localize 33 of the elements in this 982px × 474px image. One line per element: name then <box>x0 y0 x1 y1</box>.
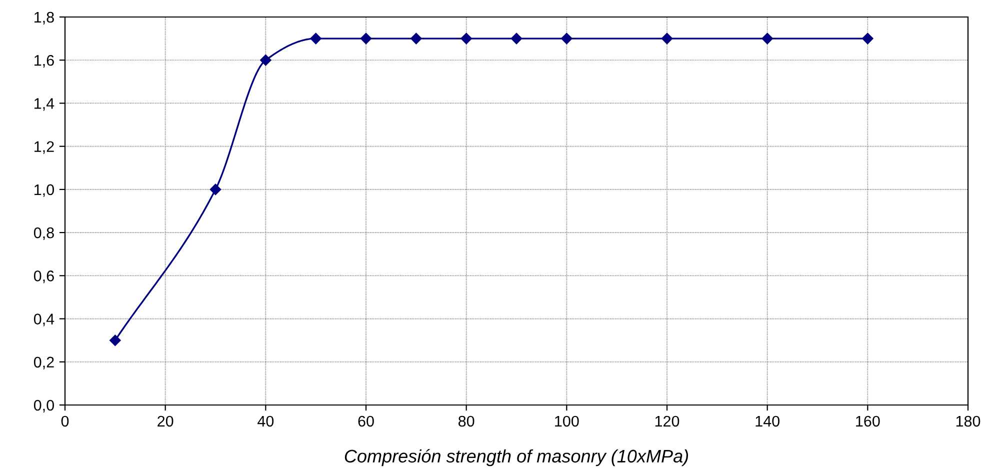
y-tick-label: 0,0 <box>34 400 54 412</box>
point <box>410 32 422 44</box>
x-tick-label: 140 <box>756 416 780 427</box>
x-tick-label: 40 <box>258 416 274 427</box>
y-tick-label: 1,8 <box>34 12 54 24</box>
y-tick-label: 1,6 <box>34 54 54 68</box>
point <box>310 32 322 44</box>
x-tick-label: 60 <box>358 416 374 427</box>
x-tick-label: 100 <box>555 416 579 427</box>
y-tick-label: 1,4 <box>34 98 54 111</box>
x-axis-title: Compresión strength of masonry (10xMPa) <box>344 449 688 466</box>
x-tick-label: 160 <box>856 416 880 427</box>
point <box>661 32 673 44</box>
y-tick-label: 1,0 <box>34 184 54 197</box>
point <box>460 32 472 44</box>
x-tick-label: 0 <box>61 416 69 427</box>
point <box>360 32 372 44</box>
x-tick-label: 80 <box>458 416 474 427</box>
point <box>260 54 272 66</box>
point <box>862 32 874 44</box>
y-tick-label: 0,6 <box>34 270 54 284</box>
x-tick-label: 120 <box>655 416 680 427</box>
point <box>110 334 121 346</box>
point <box>510 32 522 44</box>
point <box>762 32 773 44</box>
y-tick-label: 0,2 <box>34 356 54 370</box>
x-tick-label: 20 <box>158 416 174 427</box>
point <box>210 184 222 196</box>
x-tick-label: 180 <box>956 416 980 427</box>
point <box>561 32 572 44</box>
y-tick-label: 0,8 <box>34 227 54 240</box>
y-tick-label: 0,4 <box>34 314 54 326</box>
y-tick-label: 1,2 <box>34 141 54 154</box>
